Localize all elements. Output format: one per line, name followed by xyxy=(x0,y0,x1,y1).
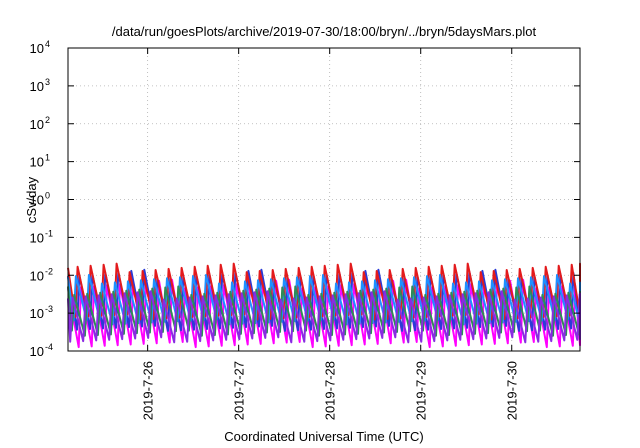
x-axis-label: Coordinated Universal Time (UTC) xyxy=(224,429,423,444)
y-tick-exponent: 2 xyxy=(45,115,50,125)
y-tick-base: 10 xyxy=(30,155,44,170)
x-tick-label: 2019-7-28 xyxy=(323,361,338,420)
y-tick-base: 10 xyxy=(30,117,44,132)
y-tick-label: 10 xyxy=(30,193,44,208)
y-tick-base: 10 xyxy=(30,79,44,94)
y-tick-label: 10 xyxy=(30,41,44,56)
series-line-5 xyxy=(67,285,581,337)
series-lines xyxy=(67,262,581,349)
y-tick-exponent: 0 xyxy=(45,191,50,201)
y-tick-exponent: -3 xyxy=(45,304,53,314)
y-tick-exponent: 1 xyxy=(45,153,50,163)
y-tick-label: 10 xyxy=(30,117,44,132)
y-tick-base: 10 xyxy=(30,306,44,321)
y-tick-base: 10 xyxy=(30,230,44,245)
y-tick-label: 10 xyxy=(30,79,44,94)
x-axis-ticks: 2019-7-26 2019-7-27 2019-7-28 2019-7-29 2019… xyxy=(141,48,520,420)
y-tick-label: 10 xyxy=(30,230,44,245)
chart-title: /data/run/goesPlots/archive/2019-07-30/1… xyxy=(112,24,537,39)
y-tick-exponent: -4 xyxy=(45,342,53,352)
y-tick-base: 10 xyxy=(30,193,44,208)
x-tick-label: 2019-7-27 xyxy=(232,361,247,420)
y-tick-label: 10 xyxy=(30,306,44,321)
y-tick-exponent: 3 xyxy=(45,77,50,87)
y-tick-label: 10 xyxy=(30,268,44,283)
series-line-6 xyxy=(67,290,581,344)
x-tick-label: 2019-7-26 xyxy=(141,361,156,420)
y-tick-label: 10 xyxy=(30,344,44,359)
y-tick-base: 10 xyxy=(30,344,44,359)
y-tick-label: 10 xyxy=(30,155,44,170)
x-tick-label: 2019-7-29 xyxy=(414,361,429,420)
y-tick-base: 10 xyxy=(30,268,44,283)
y-tick-exponent: 4 xyxy=(45,39,50,49)
x-tick-label: 2019-7-30 xyxy=(505,361,520,420)
y-tick-exponent: -1 xyxy=(45,228,53,238)
y-axis-label: cSv/day xyxy=(24,176,39,223)
y-tick-exponent: -2 xyxy=(45,266,53,276)
y-tick-base: 10 xyxy=(30,41,44,56)
